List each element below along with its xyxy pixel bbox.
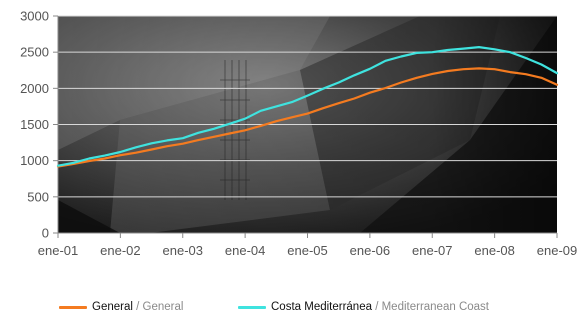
x-tick-label: ene-04: [225, 243, 265, 258]
y-tick-label: 500: [27, 189, 49, 204]
x-tick-label: ene-02: [100, 243, 140, 258]
y-axis-ticks: 0 500 1000 1500 2000 2500 3000: [20, 9, 58, 241]
x-tick-label: ene-06: [350, 243, 390, 258]
legend-label-general-es: General: [92, 301, 133, 313]
legend-swatch-general: [59, 305, 87, 309]
legend: General / General Costa Mediterránea / M…: [0, 301, 585, 317]
x-tick-label: ene-08: [474, 243, 514, 258]
y-tick-label: 2000: [20, 81, 49, 96]
legend-item-costa: Costa Mediterránea / Mediterranean Coast: [238, 301, 489, 313]
x-tick-label: ene-03: [163, 243, 203, 258]
legend-separator: /: [132, 301, 143, 313]
legend-item-general: General / General: [59, 301, 183, 313]
y-tick-label: 0: [42, 226, 49, 241]
x-tick-label: ene-09: [537, 243, 577, 258]
y-tick-label: 1000: [20, 153, 49, 168]
y-gridlines: [58, 15, 557, 198]
x-tick-label: ene-05: [287, 243, 327, 258]
legend-label-costa-es: Costa Mediterránea: [271, 301, 372, 313]
series-lines: [56, 46, 559, 168]
series-line-general: [56, 67, 559, 168]
legend-label-costa-en: Mediterranean Coast: [381, 301, 489, 313]
legend-separator: /: [372, 301, 382, 313]
x-tick-label: ene-07: [412, 243, 452, 258]
y-tick-label: 3000: [20, 9, 49, 24]
y-tick-label: 2500: [20, 45, 49, 60]
series-line-costa-mediterranea: [56, 46, 559, 167]
legend-label-general-en: General: [142, 301, 184, 313]
legend-swatch-costa: [238, 305, 266, 309]
y-tick-label: 1500: [20, 117, 49, 132]
x-tick-label: ene-01: [38, 243, 78, 258]
x-axis-ticks: ene-01 ene-02 ene-03 ene-04 ene-05 ene-06 ene-…: [38, 233, 577, 258]
